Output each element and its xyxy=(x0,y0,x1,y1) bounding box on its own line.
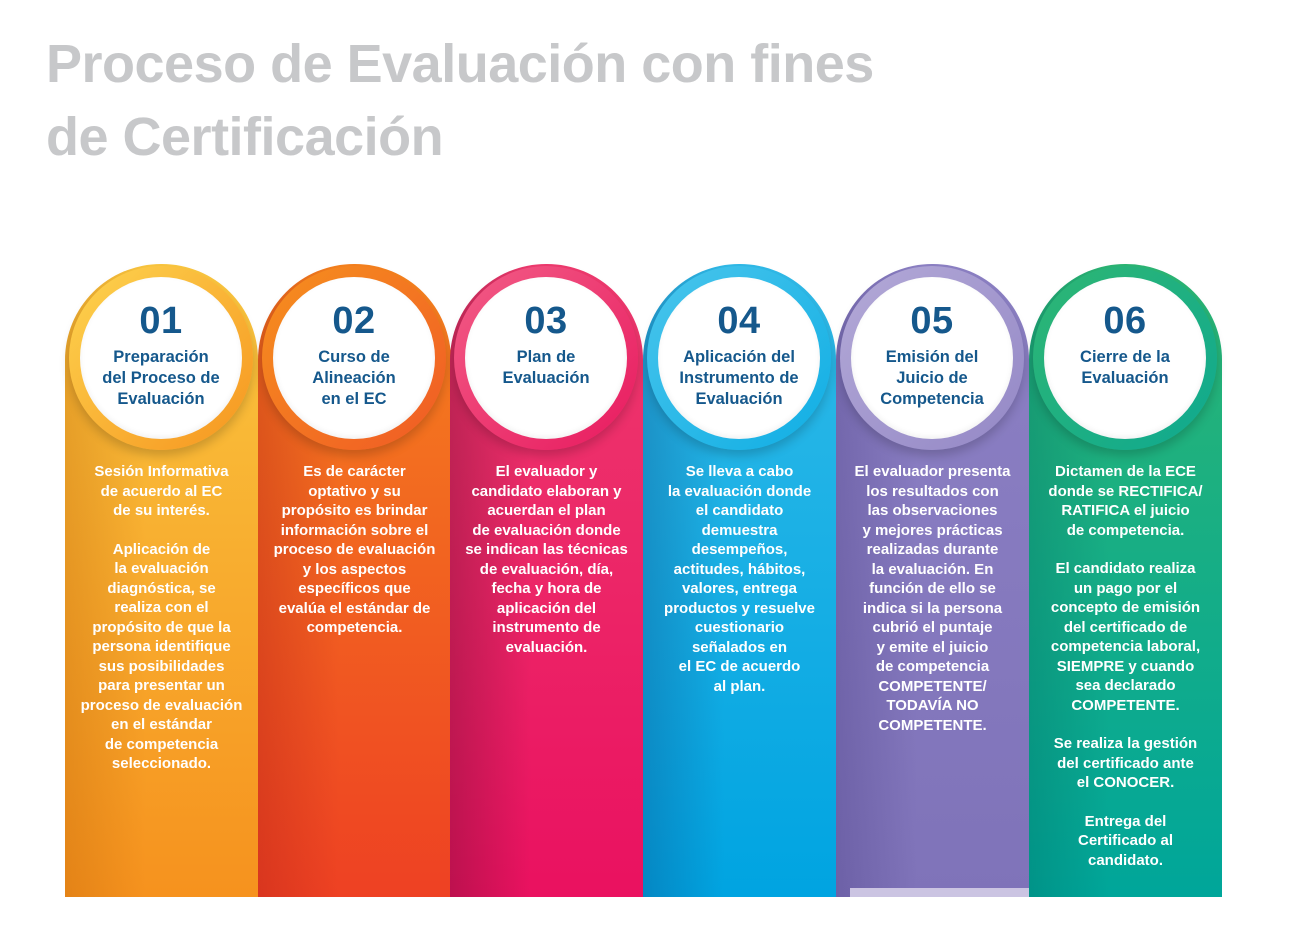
step-paragraph: Se realiza la gestión del certificado an… xyxy=(1053,735,1198,791)
step-column-2: 02 Curso de Alineación en el EC Es de ca… xyxy=(258,264,451,897)
step-2-circle-inner: 02 Curso de Alineación en el EC xyxy=(273,277,435,439)
step-paragraph: Sesión Informativa de acuerdo al EC de s… xyxy=(94,463,229,519)
step-paragraph: El candidato realiza un pago por el conc… xyxy=(1050,560,1201,714)
step-number: 06 xyxy=(1103,300,1147,342)
step-description: Dictamen de la ECE donde se RECTIFICA/ R… xyxy=(1029,462,1222,889)
step-number: 03 xyxy=(524,300,568,342)
step-6-circle: 06 Cierre de la Evaluación xyxy=(1033,266,1217,450)
step-number: 04 xyxy=(717,300,761,342)
step-number: 02 xyxy=(332,300,376,342)
step-number: 01 xyxy=(139,300,183,342)
step-4-circle: 04 Aplicación del Instrumento de Evaluac… xyxy=(647,266,831,450)
step-column-5: 05 Emisión del Juicio de Competencia El … xyxy=(836,264,1029,897)
step-paragraph: El evaluador y candidato elaboran y acue… xyxy=(465,463,628,656)
step-title: Aplicación del Instrumento de Evaluación xyxy=(679,347,799,408)
step-paragraph: El evaluador presenta los resultados con… xyxy=(854,463,1011,734)
step-3-circle: 03 Plan de Evaluación xyxy=(454,266,638,450)
step-5-circle-inner: 05 Emisión del Juicio de Competencia xyxy=(851,277,1013,439)
step-description: Sesión Informativa de acuerdo al EC de s… xyxy=(65,462,258,793)
step-paragraph: Aplicación de la evaluación diagnóstica,… xyxy=(80,540,243,773)
step-title: Preparación del Proceso de Evaluación xyxy=(102,347,220,408)
step-description: El evaluador presenta los resultados con… xyxy=(836,462,1029,754)
step-description: El evaluador y candidato elaboran y acue… xyxy=(450,462,643,676)
step-title: Curso de Alineación en el EC xyxy=(312,347,396,408)
step-description: Es de carácter optativo y su propósito e… xyxy=(258,462,451,657)
step-paragraph: Entrega del Certificado al candidato. xyxy=(1077,812,1174,869)
step-title: Cierre de la Evaluación xyxy=(1080,347,1170,387)
step-description: Se lleva a cabo la evaluación donde el c… xyxy=(643,462,836,715)
step-4-circle-inner: 04 Aplicación del Instrumento de Evaluac… xyxy=(658,277,820,439)
step-1-circle: 01 Preparación del Proceso de Evaluación xyxy=(69,266,253,450)
step-1-circle-inner: 01 Preparación del Proceso de Evaluación xyxy=(80,277,242,439)
step-3-circle-inner: 03 Plan de Evaluación xyxy=(465,277,627,439)
step-6-circle-inner: 06 Cierre de la Evaluación xyxy=(1044,277,1206,439)
step-number: 05 xyxy=(910,300,954,342)
step-column-6: 06 Cierre de la Evaluación Dictamen de l… xyxy=(1029,264,1222,897)
step-column-1: 01 Preparación del Proceso de Evaluación… xyxy=(65,264,258,897)
step-title: Plan de Evaluación xyxy=(502,347,590,387)
column-footer-strip xyxy=(850,888,1029,897)
step-title: Emisión del Juicio de Competencia xyxy=(880,347,984,408)
step-column-3: 03 Plan de Evaluación El evaluador y can… xyxy=(450,264,643,897)
step-column-4: 04 Aplicación del Instrumento de Evaluac… xyxy=(643,264,836,897)
step-paragraph: Se lleva a cabo la evaluación donde el c… xyxy=(664,463,815,695)
step-paragraph: Dictamen de la ECE donde se RECTIFICA/ R… xyxy=(1048,463,1203,539)
step-2-circle: 02 Curso de Alineación en el EC xyxy=(262,266,446,450)
step-5-circle: 05 Emisión del Juicio de Competencia xyxy=(840,266,1024,450)
step-paragraph: Es de carácter optativo y su propósito e… xyxy=(273,463,436,636)
page-title: Proceso de Evaluación con fines de Certi… xyxy=(46,34,874,167)
